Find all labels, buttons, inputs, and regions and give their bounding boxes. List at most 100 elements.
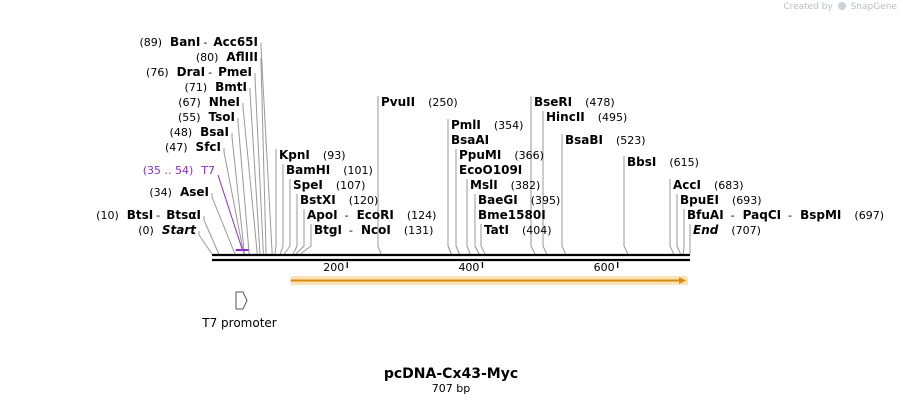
site-name-bfuAI-0: BfuAI [687,208,724,222]
leader-bsaAI [447,134,452,255]
leader-bseRI [530,96,536,255]
site-name-bstXI-0: BstXI [300,193,336,207]
site-bbsI[interactable]: BbsI (615) [627,155,699,169]
ruler-ticks: 200 400 600 [323,261,619,274]
leader-bmtI [249,88,261,255]
separator: - [156,209,160,222]
site-name-bsaI-0: BsaI [200,125,229,139]
leader-start [198,231,213,255]
site-ecoO109I[interactable]: EcoO109I [459,163,522,177]
site-name-btgI-1: NcoI [361,223,391,237]
site-bsaAI[interactable]: BsaAI [451,133,489,147]
site-tsoI[interactable]: TsoI (55) [178,110,235,124]
site-name-accI-0: AccI [673,178,701,192]
site-btsI[interactable]: BtsαI-BtsI (10) [96,208,201,222]
leader-kpnI [274,149,277,255]
separator: - [349,224,353,237]
site-name-apoI-0: ApoI [307,208,338,222]
site-pvuII[interactable]: PvuII (250) [381,95,458,109]
site-name-bpuEI-0: BpuEI [680,193,719,207]
site-pos-bsaI: (48) [170,126,193,139]
site-bmtI[interactable]: BmtI (71) [185,80,247,94]
site-name-ppuMI-0: PpuMI [459,148,501,162]
site-pos-mslI: (382) [511,179,541,192]
site-t7[interactable]: T7 (35 .. 54) [143,164,215,177]
snapgene-credit: Created by SnapGene [783,2,897,12]
site-name-draI-0: DraI [177,65,205,79]
leader-apoI [295,209,305,255]
site-speI[interactable]: SpeI (107) [293,178,365,192]
site-pmlI[interactable]: PmlI (354) [451,118,523,132]
site-bsaBI[interactable]: BsaBI (523) [565,133,646,147]
site-pos-t7: (35 .. 54) [143,164,194,177]
separator: - [788,209,792,222]
leader-bsaBI [561,134,567,255]
site-name-bamHI-0: BamHI [286,163,330,177]
site-name-bsaAI-0: BsaAI [451,133,489,147]
leader-bfuAI [682,209,685,255]
site-name-tsoI-0: TsoI [209,110,235,124]
site-nheI[interactable]: NheI (67) [178,95,240,109]
site-pos-bseRI: (478) [585,96,615,109]
site-aflIII[interactable]: AflIII (80) [196,50,258,64]
site-pos-btsI: (10) [96,209,119,222]
site-name-nheI-0: NheI [209,95,240,109]
separator: - [208,66,212,79]
site-name-pvuII-0: PvuII [381,95,415,109]
site-name-kpnI-0: KpnI [279,148,310,162]
t7-promoter-arrow-icon [235,291,248,310]
site-apoI[interactable]: ApoI - EcoRI (124) [307,208,436,222]
site-ppuMI[interactable]: PpuMI (366) [459,148,544,162]
site-btgI[interactable]: BtgI - NcoI (131) [314,223,433,237]
leader-pvuII [377,96,382,255]
site-aseI[interactable]: AseI (34) [149,185,209,199]
site-name-mslI-0: MslI [470,178,498,192]
leader-btsI [203,216,220,255]
site-pos-apoI: (124) [407,209,437,222]
site-pos-pmlI: (354) [494,119,524,132]
t7-promoter-feature[interactable]: T7 promoter [201,291,277,330]
left-site-labels: Acc65I-BanI(89)AflIII(80)PmeI-DraI(76)Bm… [96,35,258,237]
site-name-baeGI-0: BaeGI [478,193,518,207]
site-name-aflIII-0: AflIII [226,50,258,64]
site-bpuEI[interactable]: BpuEI (693) [680,193,762,207]
site-tatI[interactable]: TatI (404) [484,223,552,237]
site-accI[interactable]: AccI (683) [673,178,744,192]
leader-aseI [211,193,236,255]
leader-aflIII [260,58,267,255]
site-bme1580I[interactable]: Bme1580I [478,208,546,222]
site-bsaI[interactable]: BsaI (48) [170,125,229,139]
site-pos-tatI: (404) [522,224,552,237]
site-bstXI[interactable]: BstXI (120) [300,193,378,207]
site-bamHI[interactable]: BamHI (101) [286,163,373,177]
site-name-banI-1: Acc65I [213,35,258,49]
site-draI[interactable]: PmeI-DraI (76) [146,65,252,79]
leader-ecoO109I [455,164,460,255]
right-site-labels: KpnI (93)BamHI (101)SpeI (107)BstXI (120)Apo… [279,95,884,237]
leader-lines [198,43,691,255]
site-name-t7-0: T7 [200,164,215,177]
site-mslI[interactable]: MslI (382) [470,178,540,192]
site-name-bbsI-0: BbsI [627,155,656,169]
site-name-sfcI-0: SfcI [196,140,221,154]
site-hincII[interactable]: HincII (495) [546,110,627,124]
site-name-bfuAI-1: PaqCI [743,208,781,222]
site-end[interactable]: End (707) [693,223,761,237]
site-baeGI[interactable]: BaeGI (395) [478,193,560,207]
site-name-bsaBI-0: BsaBI [565,133,603,147]
orf-arrow[interactable] [290,276,688,285]
site-bseRI[interactable]: BseRI (478) [534,95,615,109]
site-pos-hincII: (495) [598,111,628,124]
site-name-bmtI-0: BmtI [215,80,247,94]
site-sfcI[interactable]: SfcI (47) [165,140,221,154]
site-start[interactable]: Start (0) [138,223,197,237]
leader-bbsI [623,156,629,255]
leader-banI [260,43,273,255]
tick-label-400: 400 [458,261,479,274]
leader-accI [669,179,675,255]
site-bfuAI[interactable]: BfuAI - PaqCI - BspMI (697) [687,208,884,222]
site-name-draI-1: PmeI [218,65,252,79]
site-kpnI[interactable]: KpnI (93) [279,148,346,162]
leader-speI [283,179,291,255]
site-banI[interactable]: Acc65I-BanI (89) [139,35,258,49]
